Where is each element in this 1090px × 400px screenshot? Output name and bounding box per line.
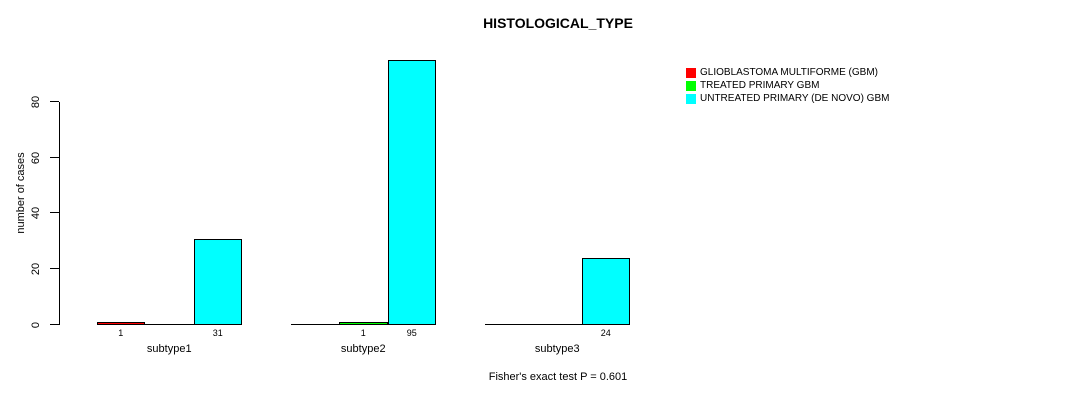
category-label: subtype1 <box>146 343 192 355</box>
bar <box>193 239 242 325</box>
bar-value-label: 95 <box>406 328 417 338</box>
bar <box>96 322 145 325</box>
y-tick-label: 0 <box>30 321 42 329</box>
legend-item: TREATED PRIMARY GBM <box>686 79 889 92</box>
y-tick <box>50 101 59 102</box>
legend-label: TREATED PRIMARY GBM <box>700 80 820 91</box>
bar <box>581 258 630 325</box>
bar-value-label: 31 <box>212 328 223 338</box>
category-label: subtype2 <box>340 343 386 355</box>
bar <box>387 60 436 325</box>
y-tick <box>50 324 59 325</box>
y-axis-label: number of cases <box>15 152 27 234</box>
legend-swatch <box>686 80 696 91</box>
bar-zero <box>533 324 582 325</box>
stats-annotation: Fisher's exact test P = 0.601 <box>488 371 628 383</box>
bar-zero <box>290 324 339 325</box>
y-tick <box>50 157 59 158</box>
legend-item: GLIOBLASTOMA MULTIFORME (GBM) <box>686 66 889 79</box>
legend-swatch <box>686 67 696 78</box>
legend-item: UNTREATED PRIMARY (DE NOVO) GBM <box>686 92 889 105</box>
chart-title: HISTOLOGICAL_TYPE <box>483 15 633 31</box>
y-tick-label: 20 <box>30 262 42 276</box>
y-tick <box>50 212 59 213</box>
y-tick-label: 40 <box>30 206 42 220</box>
legend: GLIOBLASTOMA MULTIFORME (GBM) TREATED PRI… <box>686 66 889 105</box>
bar <box>339 322 388 325</box>
bar-zero <box>145 324 194 325</box>
y-tick-label: 60 <box>30 151 42 165</box>
bar-value-label: 1 <box>118 328 124 338</box>
bar-zero <box>484 324 533 325</box>
legend-swatch <box>686 93 696 104</box>
y-tick <box>50 268 59 269</box>
y-axis-line <box>59 102 60 325</box>
bar-value-label: 1 <box>360 328 366 338</box>
bar-value-label: 24 <box>600 328 611 338</box>
legend-label: GLIOBLASTOMA MULTIFORME (GBM) <box>700 67 878 78</box>
y-tick-label: 80 <box>30 95 42 109</box>
category-label: subtype3 <box>534 343 580 355</box>
legend-label: UNTREATED PRIMARY (DE NOVO) GBM <box>700 93 890 104</box>
